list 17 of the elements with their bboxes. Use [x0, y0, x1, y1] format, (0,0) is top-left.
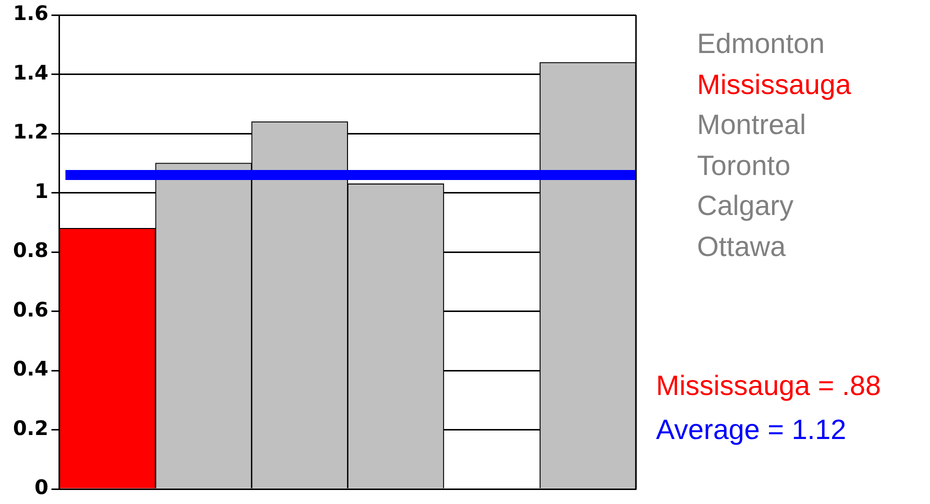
- text: Mississauga: [697, 68, 852, 102]
- y-tick-label: 0.4: [12, 356, 48, 381]
- y-tick-label: 0.6: [12, 297, 48, 322]
- text: Ottawa: [697, 230, 786, 264]
- y-tick-label: 1.6: [12, 1, 48, 26]
- text: Toronto: [697, 148, 790, 182]
- text: Mississauga = .88: [656, 369, 881, 403]
- y-tick-label: 1: [34, 178, 48, 203]
- y-tick-label: 0.8: [12, 238, 48, 262]
- text: Average = 1.12: [656, 413, 846, 447]
- text: Edmonton: [697, 27, 825, 61]
- text: Montreal: [697, 108, 806, 142]
- y-tick-label: 0.2: [12, 416, 48, 440]
- y-tick-label: 0: [34, 475, 48, 500]
- y-tick-label: 1.4: [12, 60, 48, 84]
- text: Calgary: [697, 189, 794, 223]
- y-tick-label: 1.2: [12, 120, 48, 144]
